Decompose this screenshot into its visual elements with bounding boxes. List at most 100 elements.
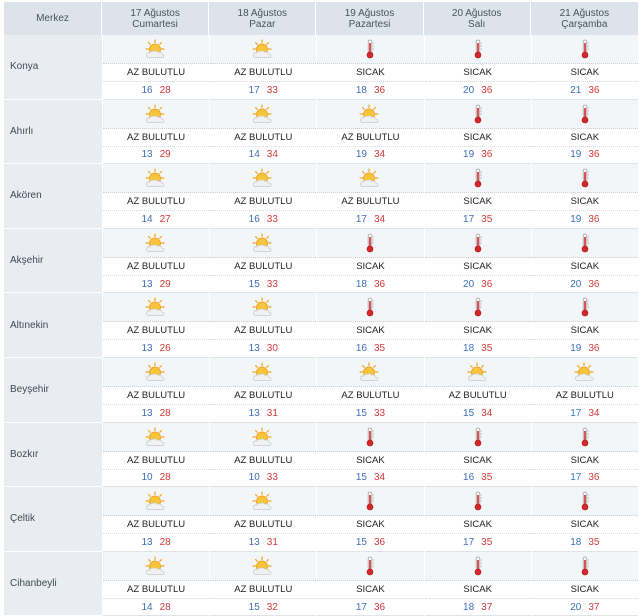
thermometer-hot-icon (358, 556, 382, 576)
city-cell[interactable]: Akşehir (4, 228, 102, 294)
min-temperature: 19 (570, 343, 582, 355)
temperature-range: 13 29 (103, 146, 210, 165)
city-name: Cihanbeyli (10, 578, 57, 590)
forecast-cell: AZ BULUTLU 17 34 (530, 357, 638, 423)
forecast-cell: AZ BULUTLU 13 29 (102, 228, 210, 294)
forecast-cell: AZ BULUTLU 16 28 (102, 35, 210, 100)
temperature-range: 16 35 (317, 340, 424, 358)
weather-icon-cell (317, 357, 424, 387)
weather-icon-cell (424, 293, 531, 323)
min-temperature: 13 (141, 278, 153, 290)
partly-cloudy-icon (144, 297, 168, 317)
thermometer-hot-icon (466, 427, 490, 447)
weather-icon-cell (424, 99, 531, 129)
forecast-cell: AZ BULUTLU 13 28 (102, 357, 210, 423)
weather-description: SICAK (531, 322, 638, 341)
max-temperature: 28 (159, 84, 171, 96)
max-temperature: 33 (373, 407, 386, 419)
partly-cloudy-icon (144, 556, 168, 576)
temperature-range: 14 27 (103, 211, 210, 229)
forecast-cell: SICAK 20 36 (423, 35, 531, 100)
partly-cloudy-icon (358, 362, 382, 382)
city-cell[interactable]: Bozkır (4, 422, 102, 488)
min-temperature: 19 (355, 149, 367, 161)
forecast-cell: AZ BULUTLU 10 28 (102, 422, 210, 488)
temperature-range: 15 34 (424, 404, 531, 423)
weather-icon-cell (531, 487, 638, 517)
thermometer-hot-icon (573, 168, 597, 188)
thermometer-hot-icon (466, 168, 490, 188)
min-temperature: 15 (248, 278, 260, 290)
city-cell[interactable]: Ahırlı (4, 99, 102, 165)
weather-description: AZ BULUTLU (210, 257, 317, 276)
table-row: Altınekin AZ BULUTLU 13 26 AZ BULUTLU 13 30 SIC… (4, 293, 638, 358)
min-temperature: 20 (570, 601, 582, 613)
weather-description: SICAK (317, 322, 424, 341)
temperature-range: 19 36 (531, 340, 638, 358)
min-temperature: 18 (570, 536, 582, 548)
max-temperature: 28 (159, 601, 171, 613)
max-temperature: 31 (266, 536, 278, 548)
min-temperature: 13 (248, 536, 260, 548)
weather-description: SICAK (424, 451, 531, 470)
city-name: Akören (10, 190, 42, 202)
city-cell[interactable]: Cihanbeyli (4, 551, 102, 616)
weather-icon-cell (210, 164, 317, 194)
weather-description: SICAK (531, 128, 638, 147)
temperature-range: 17 34 (531, 404, 638, 423)
header-day-2: 18 Ağustos Pazar (209, 2, 317, 35)
city-cell[interactable]: Altınekin (4, 293, 102, 358)
max-temperature: 35 (588, 536, 600, 548)
max-temperature: 29 (159, 149, 171, 161)
partly-cloudy-icon (358, 103, 382, 124)
partly-cloudy-icon (144, 491, 168, 511)
table-body: Konya AZ BULUTLU 16 28 AZ BULUTLU 17 33 SICAK 18… (4, 35, 638, 616)
weather-description: SICAK (424, 193, 531, 212)
forecast-cell: SICAK 19 36 (530, 99, 638, 165)
partly-cloudy-icon (251, 297, 275, 317)
temperature-range: 17 35 (424, 211, 531, 229)
max-temperature: 36 (481, 84, 493, 96)
header-weekday: Cumartesi (132, 18, 178, 30)
thermometer-hot-icon (466, 491, 490, 511)
min-temperature: 13 (248, 407, 260, 419)
header-merkez: Merkez (4, 2, 102, 35)
city-cell[interactable]: Beyşehir (4, 357, 102, 423)
city-name: Bozkır (10, 448, 39, 460)
forecast-cell: AZ BULUTLU 15 33 (316, 357, 424, 423)
weather-icon-cell (531, 164, 638, 194)
temperature-range: 20 37 (531, 598, 638, 616)
max-temperature: 34 (266, 149, 278, 161)
min-temperature: 17 (570, 472, 582, 484)
max-temperature: 33 (266, 84, 278, 96)
max-temperature: 35 (481, 213, 493, 225)
weather-description: AZ BULUTLU (210, 516, 317, 535)
max-temperature: 32 (266, 601, 278, 613)
city-cell[interactable]: Konya (4, 35, 102, 100)
forecast-cell: SICAK 15 36 (316, 487, 424, 552)
forecast-cell: AZ BULUTLU 14 28 (102, 551, 210, 616)
min-temperature: 19 (570, 149, 582, 161)
weather-description: AZ BULUTLU (103, 128, 210, 147)
temperature-range: 20 36 (531, 275, 638, 294)
max-temperature: 34 (588, 407, 600, 419)
weather-description: SICAK (424, 516, 531, 535)
partly-cloudy-icon (251, 556, 275, 576)
weather-description: SICAK (424, 257, 531, 276)
max-temperature: 34 (481, 407, 493, 419)
header-date: 19 Ağustos (344, 7, 395, 19)
weather-description: AZ BULUTLU (210, 451, 317, 470)
city-name: Çeltik (10, 513, 36, 525)
weather-description: AZ BULUTLU (317, 128, 424, 147)
forecast-cell: SICAK 18 35 (423, 293, 531, 358)
forecast-cell: SICAK 16 35 (316, 293, 424, 358)
temperature-range: 19 34 (317, 146, 424, 165)
temperature-range: 13 28 (103, 534, 210, 552)
max-temperature: 36 (588, 149, 600, 161)
max-temperature: 35 (481, 343, 493, 355)
table-row: Bozkır AZ BULUTLU 10 28 AZ BULUTLU 10 33 SICAK 1… (4, 422, 638, 488)
min-temperature: 20 (463, 278, 475, 290)
city-cell[interactable]: Akören (4, 164, 102, 229)
city-name: Ahırlı (10, 125, 34, 137)
city-cell[interactable]: Çeltik (4, 487, 102, 552)
